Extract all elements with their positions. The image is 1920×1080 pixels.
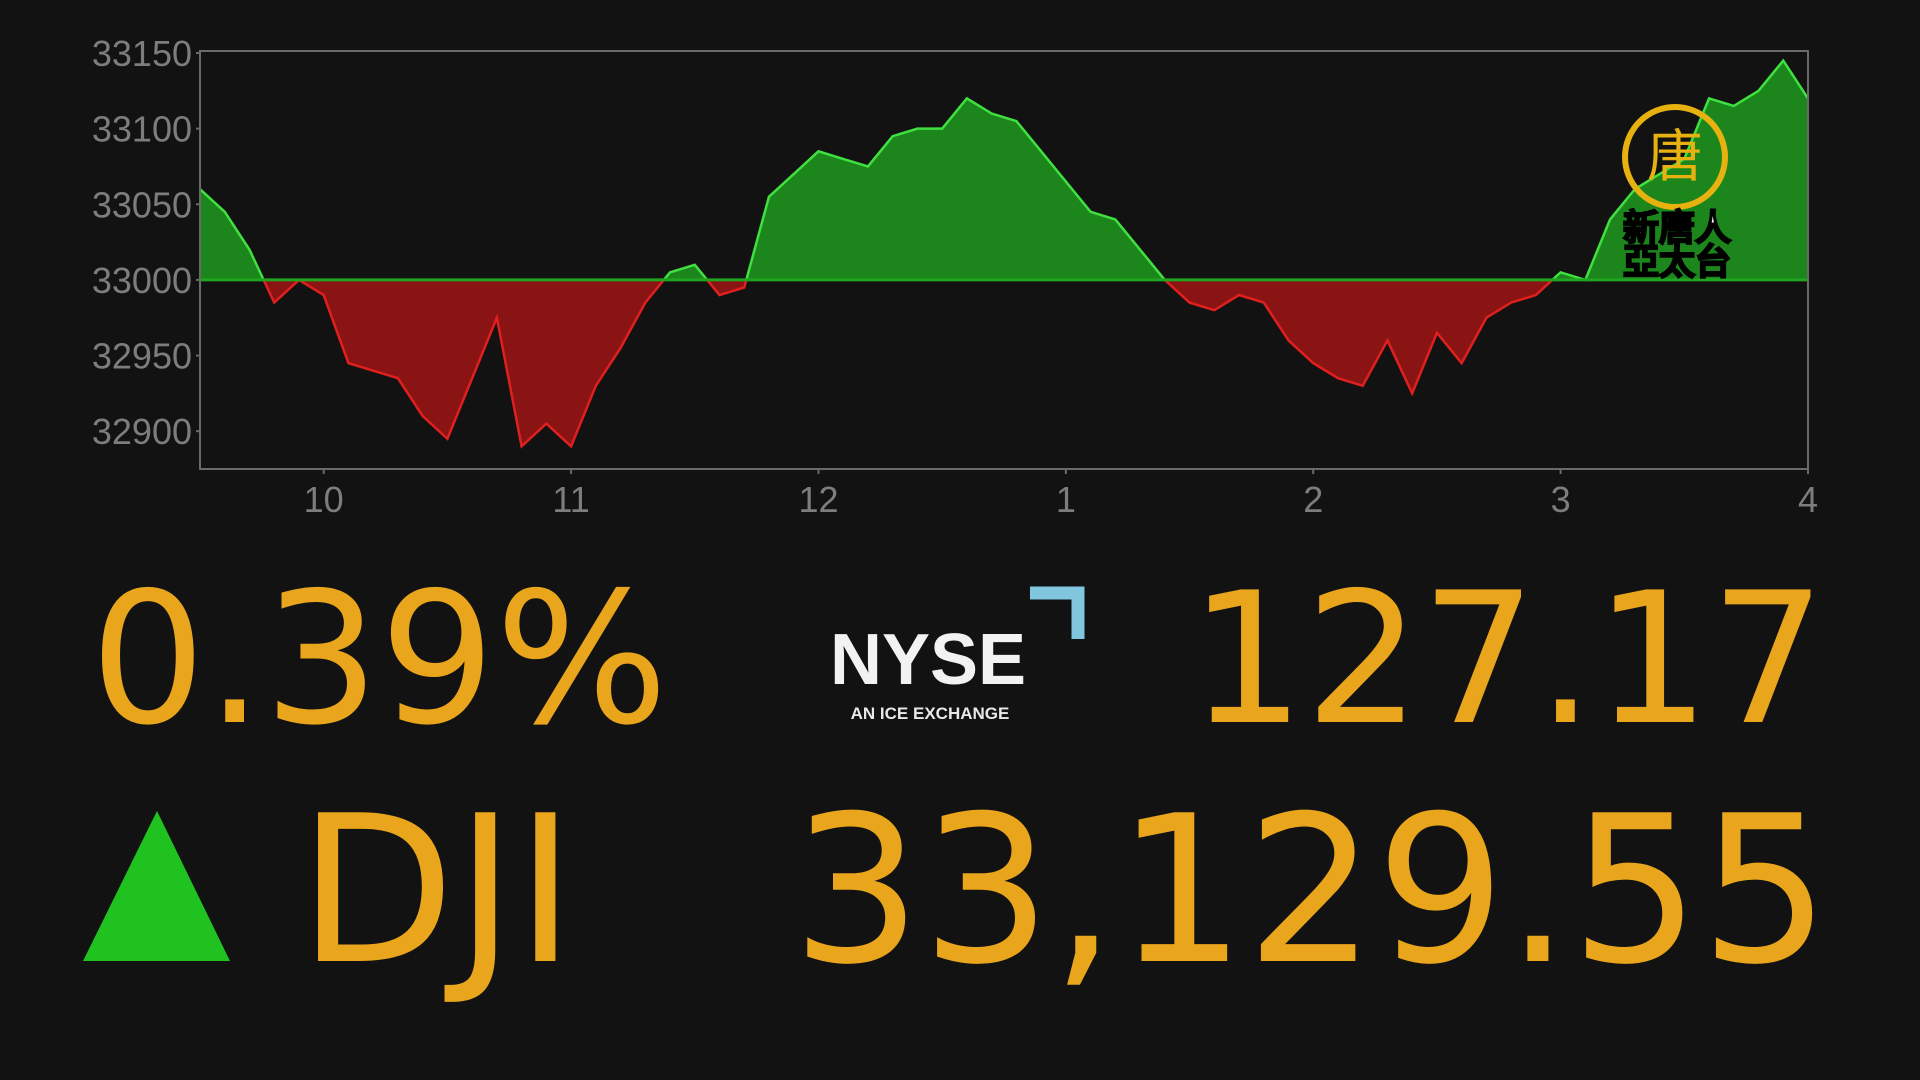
up-arrow — [83, 811, 230, 961]
x-tick-label: 11 — [552, 479, 589, 520]
exchange-logo: NYSE AN ICE EXCHANGE — [830, 586, 1085, 723]
y-tick-label: 33000 — [92, 260, 192, 301]
line-below — [262, 279, 1587, 449]
percent-change: 0.39% — [90, 553, 668, 765]
x-tick-label: 4 — [1798, 479, 1818, 520]
y-tick-label: 33100 — [92, 109, 192, 150]
emblem-ring — [1622, 104, 1728, 210]
x-tick-label: 10 — [304, 479, 344, 520]
watermark-line1: 新唐人 — [1623, 207, 1731, 248]
price: 33,129.55 — [792, 773, 1830, 1010]
x-tick-label: 1 — [1056, 479, 1076, 520]
area-below — [263, 279, 1553, 447]
logo-bracket — [1030, 586, 1085, 639]
watermark-line2: 亞太台 — [1623, 241, 1731, 282]
y-tick-label: 33150 — [92, 33, 192, 74]
plot-frame — [199, 50, 1809, 470]
point-change: 127.17 — [1189, 553, 1826, 765]
emblem: 唐 — [1647, 125, 1703, 188]
y-tick-label: 33050 — [92, 184, 192, 225]
area-above — [200, 60, 1808, 280]
symbol: DJI — [298, 773, 575, 1010]
line-above — [199, 58, 1810, 280]
x-tick-label: 12 — [798, 479, 838, 520]
watermark: 唐 新唐人 亞太台 — [1622, 104, 1732, 283]
y-tick-label: 32950 — [92, 336, 192, 377]
x-tick-label: 3 — [1551, 479, 1571, 520]
x-tick-label: 2 — [1303, 479, 1323, 520]
exchange-tagline: AN ICE EXCHANGE — [851, 704, 1010, 723]
y-tick-label: 32900 — [92, 411, 192, 452]
exchange-name: NYSE — [830, 620, 1026, 700]
